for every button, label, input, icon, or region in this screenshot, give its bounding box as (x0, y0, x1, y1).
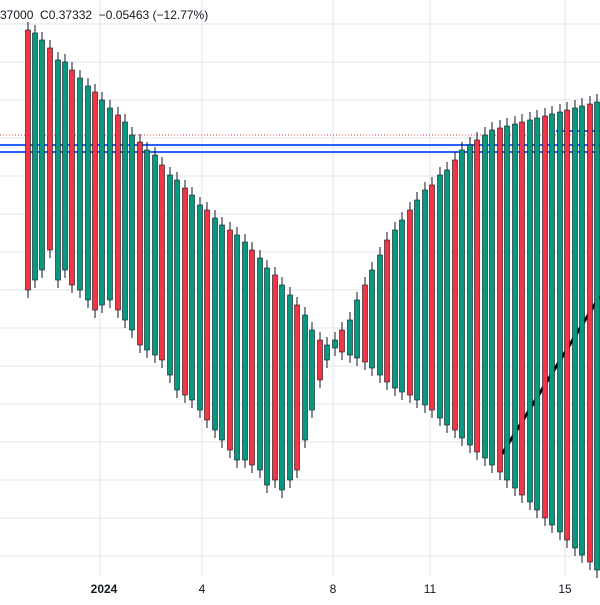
candle-down (452, 159, 458, 431)
candle-up (579, 105, 585, 556)
candle-up (129, 134, 135, 331)
candle-up (444, 169, 450, 426)
candle-up (437, 174, 443, 419)
candle-up (422, 189, 428, 406)
candle-down (564, 109, 570, 541)
candle-down (497, 127, 503, 473)
candle-up (107, 107, 113, 301)
candle-up (32, 32, 38, 281)
candle-down (69, 69, 75, 286)
candle-up (459, 149, 465, 439)
candle-up (377, 254, 383, 376)
candle-up (324, 344, 330, 361)
candle-up (482, 134, 488, 459)
candle-down (25, 29, 31, 291)
candle-up (467, 144, 473, 446)
candle-down (227, 229, 233, 451)
candle-up (62, 61, 68, 271)
candle-down (407, 209, 413, 396)
candle-up (99, 99, 105, 306)
candle-up (212, 217, 218, 431)
x-tick-label: 15 (558, 582, 572, 596)
candle-up (152, 154, 158, 356)
candle-down (182, 187, 188, 396)
x-tick-label: 11 (424, 582, 437, 596)
candle-down (115, 114, 121, 311)
candle-up (302, 314, 308, 441)
candle-down (474, 139, 480, 453)
candle-down (519, 121, 525, 496)
candle-down (249, 249, 255, 466)
candle-up (39, 39, 45, 271)
candle-up (347, 319, 353, 356)
candle-up (594, 101, 600, 571)
candle-up (534, 117, 540, 511)
candle-up (354, 299, 360, 359)
candle-up (234, 234, 240, 461)
candle-down (92, 91, 98, 311)
x-tick-label: 4 (199, 582, 206, 596)
x-tick-label: 2024 (91, 582, 118, 596)
candle-up (77, 77, 83, 291)
candle-up (144, 149, 150, 351)
candle-up (504, 125, 510, 481)
candle-down (204, 209, 210, 421)
candle-down (362, 284, 368, 363)
candle-up (85, 85, 91, 301)
candle-up (122, 121, 128, 321)
candle-up (197, 204, 203, 411)
candle-down (542, 115, 548, 519)
candle-down (429, 184, 435, 411)
candle-up (189, 194, 195, 401)
candle-up (242, 241, 248, 461)
candle-up (279, 284, 285, 491)
candle-down (339, 329, 345, 353)
candle-down (47, 47, 53, 251)
candle-up (369, 269, 375, 369)
candle-up (549, 113, 555, 526)
candle-up (332, 339, 338, 349)
candle-up (257, 257, 263, 471)
x-tick-label: 8 (330, 582, 337, 596)
candle-up (572, 107, 578, 549)
candle-down (137, 141, 143, 346)
candle-up (392, 229, 398, 389)
candle-up (309, 329, 315, 411)
candle-down (587, 103, 593, 563)
candle-up (414, 199, 420, 401)
candle-down (317, 339, 323, 381)
candle-down (294, 304, 300, 471)
change-percent: (−12.77%) (152, 8, 209, 22)
candle-up (264, 267, 270, 486)
candle-up (489, 129, 495, 466)
close-value: 0.37332 (48, 8, 93, 22)
candle-up (287, 294, 293, 481)
candle-up (512, 123, 518, 489)
ohlc-header: 37000 C0.37332 −0.05463 (−12.77%) (0, 8, 208, 22)
candle-up (399, 219, 405, 393)
candle-down (159, 164, 165, 361)
close-label: C (40, 8, 49, 22)
candle-up (174, 179, 180, 391)
change-value: −0.05463 (98, 8, 150, 22)
candle-up (527, 119, 533, 503)
candle-up (55, 59, 61, 281)
open-value: 37000 (0, 8, 34, 22)
candle-up (557, 111, 563, 533)
candle-down (272, 274, 278, 481)
candle-up (219, 224, 225, 441)
candle-down (384, 239, 390, 383)
candle-up (167, 174, 173, 376)
